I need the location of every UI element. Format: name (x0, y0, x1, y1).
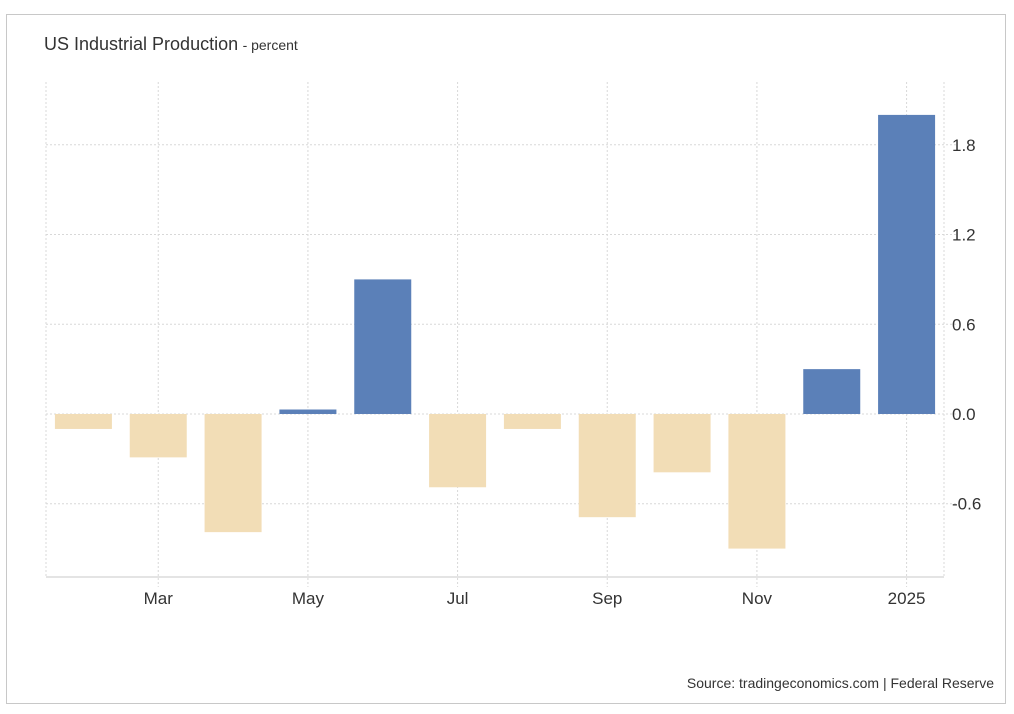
chart-header: US Industrial Production - percent (44, 34, 298, 55)
bar (279, 409, 337, 414)
bar (503, 413, 561, 429)
bar (354, 279, 412, 414)
chart-title: US Industrial Production (44, 34, 239, 54)
bar (129, 413, 187, 458)
y-tick-label: 0.6 (952, 315, 976, 334)
bar (728, 413, 786, 549)
y-tick-label: 0.0 (952, 405, 976, 424)
chart-frame (6, 14, 1006, 704)
y-tick-label: -0.6 (952, 495, 981, 514)
bar (578, 413, 636, 518)
x-tick-label: Sep (592, 589, 622, 608)
bar (878, 114, 936, 414)
x-tick-label: Mar (144, 589, 174, 608)
bar (653, 413, 711, 473)
bar (429, 413, 487, 488)
source-note: Source: tradingeconomics.com | Federal R… (686, 675, 994, 691)
bar (803, 369, 861, 414)
bar (204, 413, 262, 533)
bar (54, 413, 112, 429)
x-tick-label: May (292, 589, 325, 608)
y-tick-label: 1.8 (952, 136, 976, 155)
x-tick-label: Jul (447, 589, 469, 608)
x-tick-label: 2025 (888, 589, 926, 608)
chart-subtitle: - percent (242, 37, 298, 53)
y-tick-label: 1.2 (952, 226, 976, 245)
x-tick-label: Nov (742, 589, 773, 608)
